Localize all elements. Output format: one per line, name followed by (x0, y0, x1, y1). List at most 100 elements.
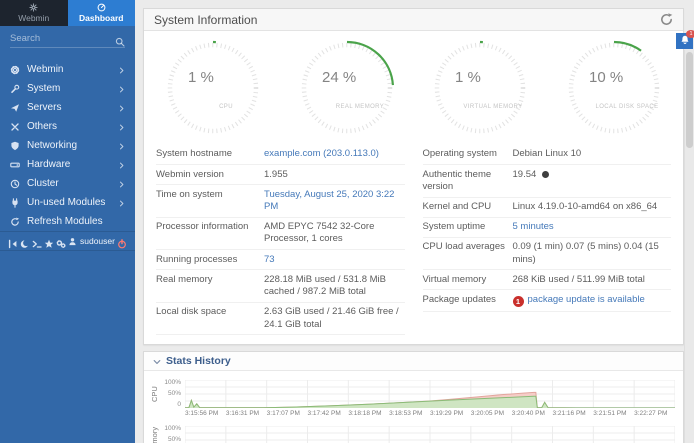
collapse-sidebar-icon[interactable] (8, 236, 18, 249)
sidebar-item-networking[interactable]: Networking (0, 136, 135, 155)
chevron-down-icon (153, 357, 161, 365)
chevron-right-icon (118, 180, 125, 188)
chart-plot: 3:15:56 PM3:16:31 PM3:17:07 PM3:17:42 PM… (185, 426, 675, 443)
info-row-running-processes: Running processes 73 (156, 250, 405, 271)
scrollbar-track[interactable] (684, 50, 694, 443)
sidebar-footer: sudouser (0, 231, 135, 251)
chart-yticks: 100% 50% 0 (161, 380, 185, 408)
xtick-label: 3:18:53 PM (389, 410, 423, 418)
info-value: 5 minutes (513, 221, 672, 233)
settings-icon[interactable] (56, 236, 66, 248)
info-value: 73 (264, 254, 405, 266)
sidebar-item-system[interactable]: System (0, 79, 135, 98)
hdd-icon (10, 160, 23, 170)
terminal-icon[interactable] (32, 236, 42, 248)
current-user[interactable]: sudouser (68, 236, 115, 246)
sidebar-item-refresh-modules[interactable]: Refresh Modules (0, 212, 135, 231)
sidebar-item-un-used-modules[interactable]: Un-used Modules (0, 193, 135, 212)
stats-history-header[interactable]: Stats History (144, 352, 683, 372)
info-row-package-updates: Package updates 1 package update is availa… (422, 290, 672, 312)
info-value: Debian Linux 10 (513, 148, 672, 160)
stats-charts: CPU 100% 50% 0 3:15:56 PM 3:16:31 PM 3:17:07 P… (144, 380, 683, 443)
info-row-operating-system: Operating system Debian Linux 10 (422, 145, 672, 166)
tab-dashboard[interactable]: Dashboard (67, 0, 135, 26)
scrollbar-thumb[interactable] (686, 52, 693, 148)
chart-xlabels: 3:15:56 PM 3:16:31 PM 3:17:07 PM 3:17:42 PM… (185, 410, 675, 417)
search-input[interactable] (10, 33, 115, 44)
info-label: Virtual memory (422, 273, 487, 285)
info-value-text: AMD EPYC 7542 32-Core Processor, 1 cores (264, 221, 375, 245)
xtick-label: 3:17:42 PM (307, 410, 341, 418)
refresh-icon[interactable] (660, 13, 673, 26)
sidebar-item-label: Networking (27, 140, 78, 151)
sidebar-item-label: Refresh Modules (27, 216, 103, 227)
sidebar-item-label: Hardware (27, 159, 71, 170)
info-value-link[interactable]: package update is available (527, 293, 645, 305)
shield-icon (10, 141, 23, 151)
memory-plot-area (185, 426, 675, 443)
cpu-plot-area (185, 380, 675, 409)
info-value: 2.63 GiB used / 21.46 GiB free / 24.1 Gi… (264, 306, 405, 331)
theme-info-icon[interactable] (542, 170, 550, 178)
info-row-virtual-memory: Virtual memory 268 KiB used / 511.99 MiB … (422, 270, 672, 291)
info-value: 1 package update is available (512, 293, 672, 308)
wrench-icon (10, 84, 23, 94)
tab-webmin-label: Webmin (18, 13, 50, 23)
system-information-panel: System Information 1 % CPU 24 % REAL MEMORY… (143, 8, 684, 346)
sidebar-item-webmin[interactable]: Webmin (0, 60, 135, 79)
sidebar-search (10, 33, 125, 48)
plug-icon (10, 197, 23, 208)
info-label: Package updates (422, 293, 496, 305)
notifications-button[interactable]: 1 (676, 30, 694, 49)
chevron-right-icon (118, 104, 125, 112)
info-value-link[interactable]: 73 (264, 253, 275, 265)
info-value: Tuesday, August 25, 2020 3:22 PM (264, 189, 405, 214)
night-mode-icon[interactable] (20, 236, 30, 248)
sidebar-item-servers[interactable]: Servers (0, 98, 135, 117)
info-label: Running processes (156, 253, 238, 265)
info-label: Webmin version (156, 168, 224, 180)
sidebar-item-others[interactable]: Others (0, 117, 135, 136)
cpu-usage-chart: CPU 100% 50% 0 3:15:56 PM 3:16:31 PM 3:17:07 P… (148, 380, 675, 417)
info-row-kernel-and-cpu: Kernel and CPU Linux 4.19.0-10-amd64 on x… (422, 198, 671, 218)
sidebar-menu: Webmin System Servers Others Networking Hardw… (0, 52, 135, 231)
info-value: 19.54 (513, 169, 672, 181)
favorites-icon[interactable] (44, 236, 54, 248)
xtick-label: 3:21:16 PM (552, 410, 586, 418)
ytick-label: 100% (164, 379, 181, 387)
info-row-system-hostname: System hostname example.com (203.0.113.0) (156, 145, 405, 166)
info-row-time-on-system: Time on system Tuesday, August 25, 2020 3… (156, 185, 405, 218)
sidebar-item-cluster[interactable]: Cluster (0, 174, 135, 193)
info-value-link[interactable]: 5 minutes (512, 221, 554, 233)
xtick-label: 3:20:40 PM (511, 410, 545, 418)
series-cpu-user (185, 396, 675, 409)
xtick-label: 3:17:07 PM (266, 410, 300, 418)
info-value-text: 268 KiB used / 511.99 MiB total (512, 273, 645, 285)
info-value: 268 KiB used / 511.99 MiB total (513, 274, 672, 286)
info-value-link[interactable]: Tuesday, August 25, 2020 3:22 PM (264, 188, 395, 212)
power-icon[interactable] (117, 236, 127, 249)
chevron-right-icon (118, 85, 125, 93)
svg-text:1 %: 1 % (188, 69, 214, 86)
sidebar-item-hardware[interactable]: Hardware (0, 155, 135, 174)
search-icon[interactable] (115, 34, 125, 47)
sidebar-item-label: System (27, 83, 61, 94)
xtick-label: 3:21:51 PM (593, 410, 627, 418)
info-row-webmin-version: Webmin version 1.955 (156, 165, 405, 186)
info-value-text: 0.09 (1 min) 0.07 (5 mins) 0.04 (15 mins… (512, 241, 659, 265)
ytick-label: 50% (167, 436, 181, 443)
info-value: AMD EPYC 7542 32-Core Processor, 1 cores (264, 221, 405, 246)
info-label: Kernel and CPU (422, 200, 492, 212)
info-value-link[interactable]: example.com (203.0.113.0) (264, 148, 379, 160)
xtick-label: 3:22:27 PM (634, 410, 668, 418)
tab-webmin[interactable]: Webmin (0, 0, 68, 26)
gauges-row: 1 % CPU 24 % REAL MEMORY 1 % VIRTUAL MEMORY 10… (144, 31, 683, 143)
sidebar-item-label: Webmin (27, 64, 64, 75)
info-column-left: System hostname example.com (203.0.113.0)… (156, 145, 405, 336)
gauge-cpu: 1 % CPU (152, 36, 274, 143)
info-value-text: 2.63 GiB used / 21.46 GiB free / 24.1 Gi… (264, 306, 399, 330)
info-value-text: 228.18 MiB used / 531.8 MiB cached / 987… (264, 273, 386, 298)
xtick-label: 3:19:29 PM (429, 410, 464, 418)
info-value-text: 19.54 (512, 168, 537, 180)
